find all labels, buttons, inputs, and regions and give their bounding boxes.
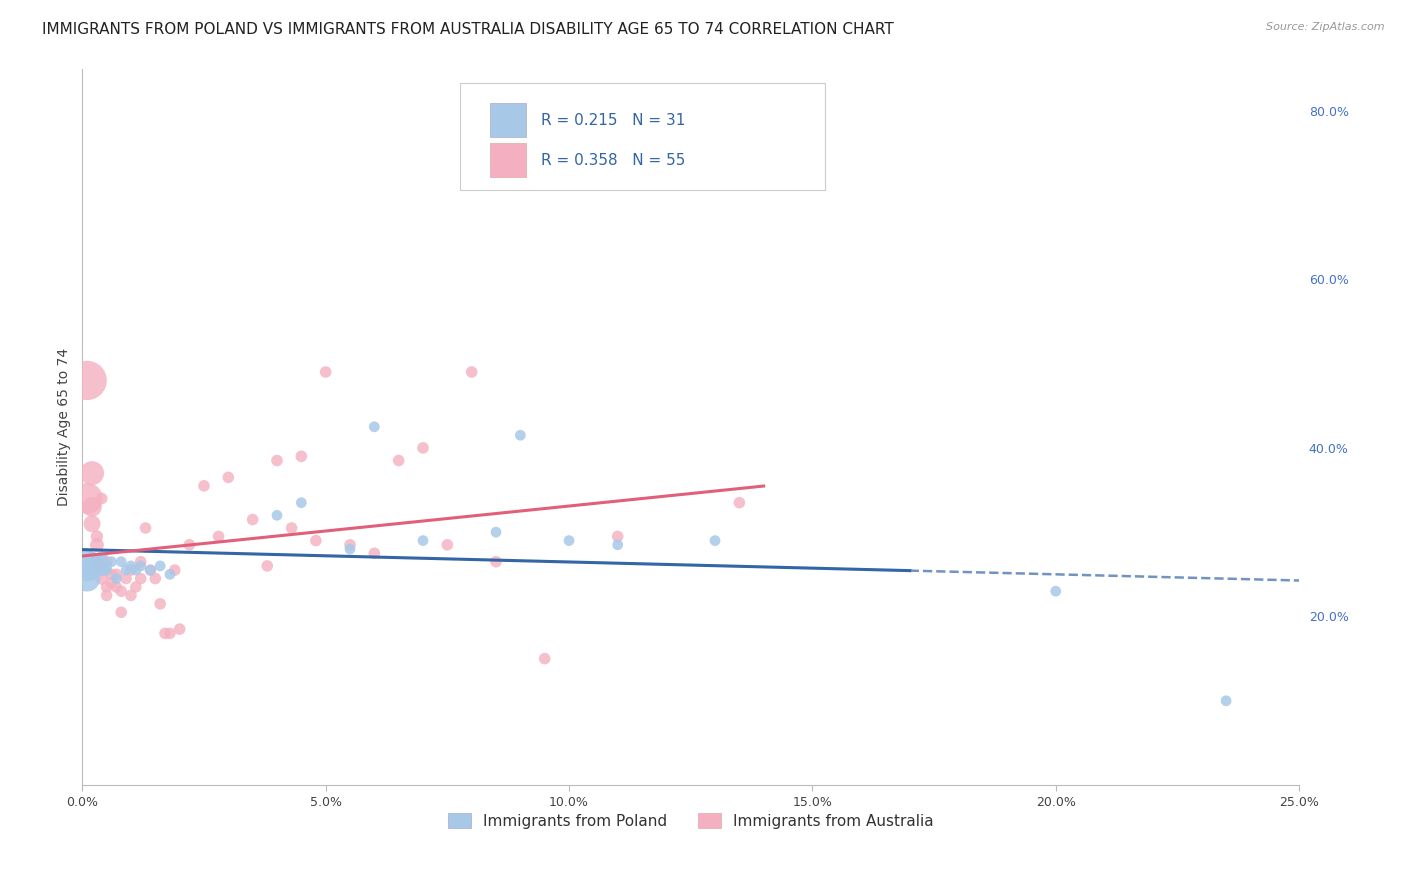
Point	[149, 597, 172, 611]
Point	[96, 580, 118, 594]
Point	[115, 563, 138, 577]
Point	[153, 626, 176, 640]
Point	[120, 563, 142, 577]
Point	[509, 428, 531, 442]
Point	[110, 555, 132, 569]
Point	[280, 521, 302, 535]
Point	[606, 529, 628, 543]
Legend: Immigrants from Poland, Immigrants from Australia: Immigrants from Poland, Immigrants from …	[441, 806, 939, 835]
Point	[90, 563, 112, 577]
Point	[704, 533, 727, 548]
Point	[485, 525, 508, 540]
Point	[100, 555, 122, 569]
Point	[339, 538, 361, 552]
Point	[149, 558, 172, 573]
Point	[363, 546, 385, 560]
Point	[558, 533, 581, 548]
Point	[125, 563, 148, 577]
Point	[143, 572, 166, 586]
Point	[139, 563, 162, 577]
Point	[120, 589, 142, 603]
Point	[412, 441, 434, 455]
Point	[86, 529, 108, 543]
Point	[266, 508, 288, 523]
Point	[339, 542, 361, 557]
Point	[96, 555, 118, 569]
Point	[159, 626, 181, 640]
Point	[129, 558, 152, 573]
Point	[100, 567, 122, 582]
Point	[96, 589, 118, 603]
Point	[90, 555, 112, 569]
Point	[217, 470, 239, 484]
Text: R = 0.215   N = 31: R = 0.215 N = 31	[541, 112, 685, 128]
Point	[96, 563, 118, 577]
Point	[125, 580, 148, 594]
Point	[110, 584, 132, 599]
Point	[105, 580, 128, 594]
Point	[90, 572, 112, 586]
Point	[80, 563, 103, 577]
Point	[256, 558, 278, 573]
Point	[436, 538, 458, 552]
Point	[76, 572, 98, 586]
Point	[179, 538, 201, 552]
Point	[266, 453, 288, 467]
Point	[412, 533, 434, 548]
Point	[86, 558, 108, 573]
Point	[80, 555, 103, 569]
Point	[305, 533, 328, 548]
Point	[86, 538, 108, 552]
Point	[1045, 584, 1067, 599]
Point	[139, 563, 162, 577]
Point	[363, 419, 385, 434]
Point	[169, 622, 191, 636]
Point	[485, 555, 508, 569]
Point	[110, 605, 132, 619]
Point	[135, 521, 157, 535]
Text: Source: ZipAtlas.com: Source: ZipAtlas.com	[1267, 22, 1385, 32]
Point	[163, 563, 186, 577]
Point	[207, 529, 229, 543]
Point	[159, 567, 181, 582]
Point	[129, 555, 152, 569]
Point	[90, 491, 112, 506]
FancyBboxPatch shape	[460, 83, 824, 190]
Point	[290, 450, 312, 464]
Point	[80, 466, 103, 480]
Y-axis label: Disability Age 65 to 74: Disability Age 65 to 74	[58, 348, 72, 506]
Text: IMMIGRANTS FROM POLAND VS IMMIGRANTS FROM AUSTRALIA DISABILITY AGE 65 TO 74 CORR: IMMIGRANTS FROM POLAND VS IMMIGRANTS FRO…	[42, 22, 894, 37]
Point	[120, 558, 142, 573]
Point	[460, 365, 482, 379]
Point	[80, 500, 103, 514]
FancyBboxPatch shape	[489, 103, 526, 137]
Point	[115, 572, 138, 586]
Point	[129, 572, 152, 586]
Point	[76, 374, 98, 388]
Point	[105, 572, 128, 586]
Point	[728, 496, 751, 510]
Point	[606, 538, 628, 552]
Point	[105, 567, 128, 582]
Point	[315, 365, 337, 379]
Point	[193, 479, 215, 493]
Point	[96, 558, 118, 573]
Point	[388, 453, 411, 467]
Point	[242, 512, 264, 526]
Point	[290, 496, 312, 510]
Point	[76, 558, 98, 573]
Point	[86, 555, 108, 569]
Point	[1215, 694, 1237, 708]
Point	[533, 651, 555, 665]
Point	[76, 491, 98, 506]
Point	[90, 550, 112, 565]
Point	[80, 516, 103, 531]
Point	[100, 575, 122, 590]
Text: R = 0.358   N = 55: R = 0.358 N = 55	[541, 153, 685, 168]
FancyBboxPatch shape	[489, 143, 526, 178]
